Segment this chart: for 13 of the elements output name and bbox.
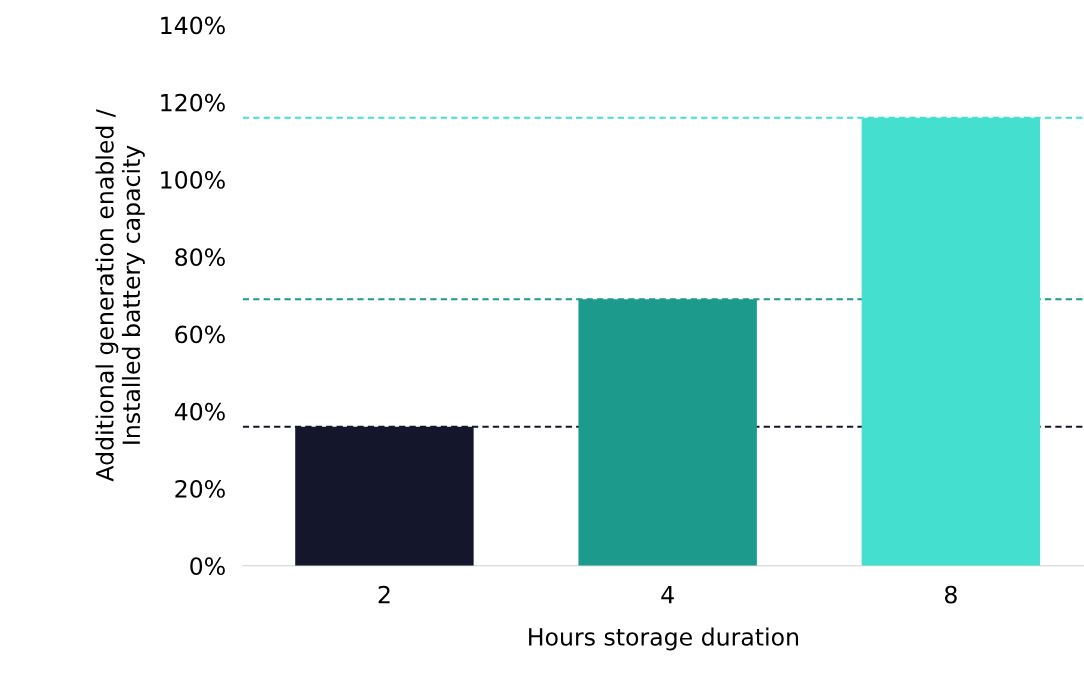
x-axis-title: Hours storage duration	[529, 627, 799, 651]
y-tick-label: 120%	[161, 93, 225, 112]
y-tick-label: 140%	[161, 16, 225, 35]
y-tick-label: 100%	[161, 170, 225, 189]
y-tick-label: 0%	[190, 557, 225, 576]
x-tick-label: 4	[661, 585, 674, 604]
x-tick-label: 8	[944, 585, 957, 604]
y-tick-label: 20%	[175, 480, 225, 498]
y-tick-label: 80%	[175, 248, 225, 267]
x-tick-label: 2	[378, 585, 390, 604]
y-tick-label: 40%	[174, 402, 225, 421]
y-tick-label: 60%	[175, 325, 225, 344]
y-axis-title: Additional generation enabled / Installed battery capacity	[95, 109, 145, 482]
